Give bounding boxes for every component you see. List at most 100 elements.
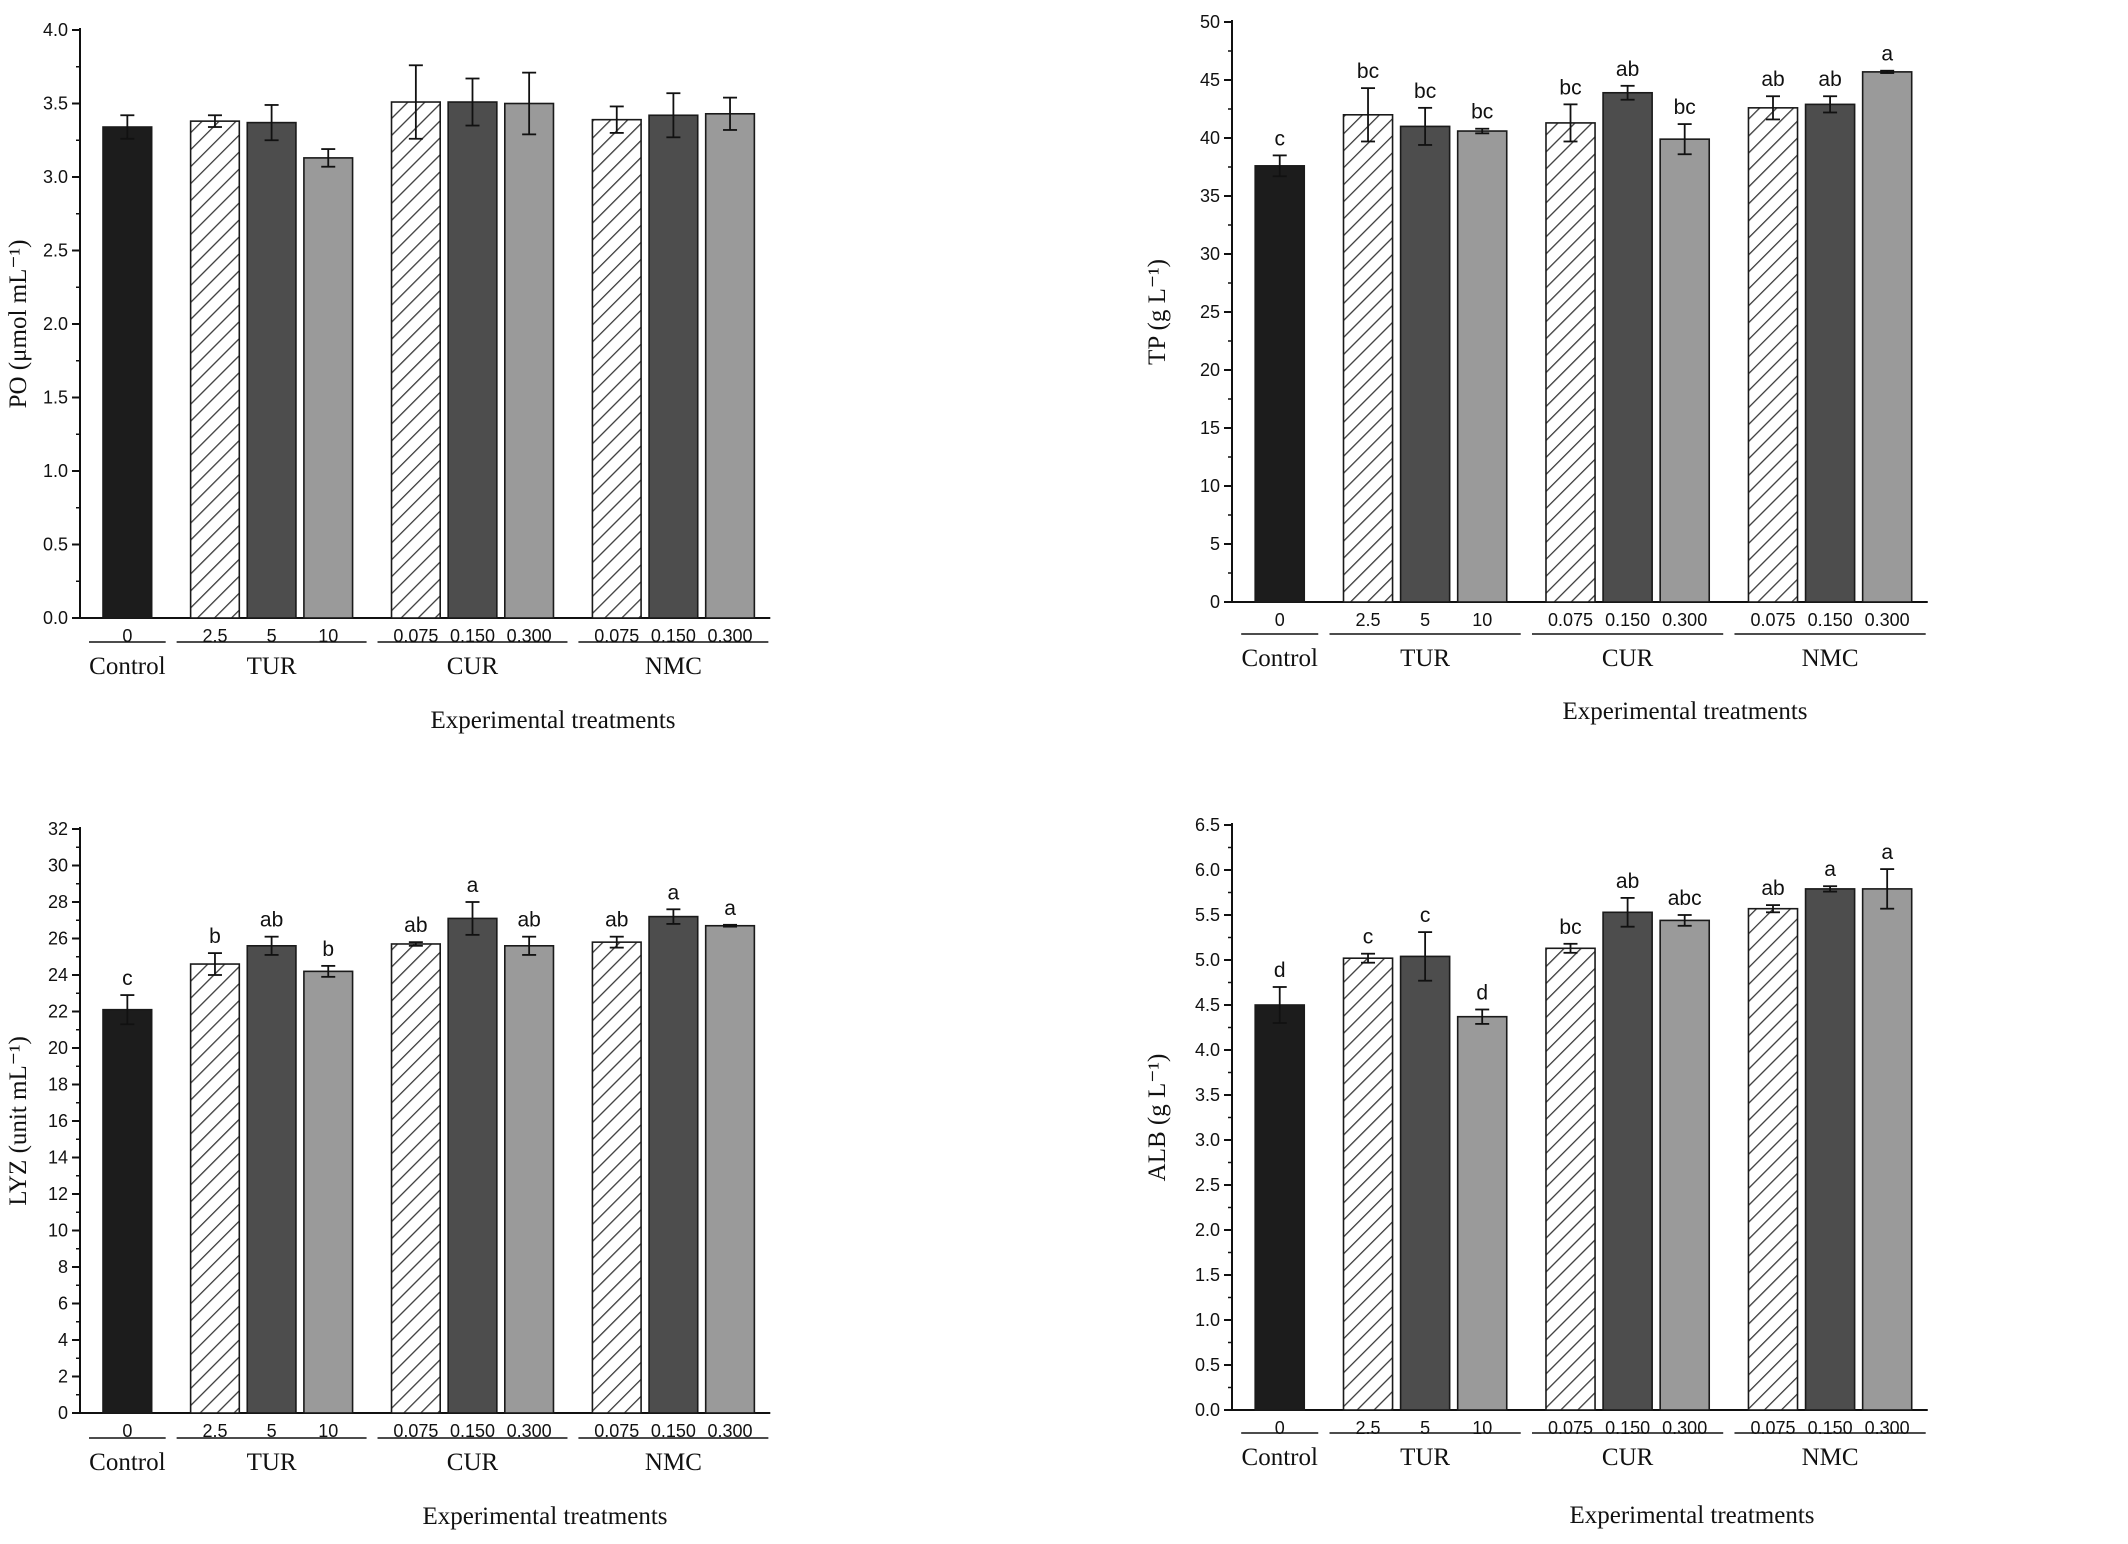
y-tick-label: 4.0	[1195, 1040, 1220, 1060]
group-label-cur: CUR	[447, 653, 499, 680]
x-tick-label: 0.300	[1662, 610, 1707, 630]
x-tick-label: 5	[267, 626, 277, 646]
group-label-cur: CUR	[447, 1449, 499, 1476]
group-label-nmc: NMC	[645, 653, 702, 680]
y-tick-label: 3.0	[43, 167, 68, 187]
bar-0_300	[503, 102, 555, 619]
significance-letter: ab	[260, 909, 283, 932]
bar-5	[246, 121, 297, 619]
group-label-control: Control	[1242, 645, 1318, 672]
bar-0	[102, 126, 153, 619]
y-tick-label: 40	[1200, 128, 1220, 148]
bar-0_150	[1602, 91, 1653, 603]
y-tick-label: 30	[48, 856, 68, 876]
y-tick-label: 5	[1210, 534, 1220, 554]
y-tick-label: 25	[1200, 302, 1220, 322]
significance-letter: a	[668, 881, 680, 904]
group-label-cur: CUR	[1602, 1444, 1654, 1471]
alb-chart-panel: 0.0 0.5 1.0 1.5 2.0 2.5 3.0 3.5 4.0 4.5 5.0 5.5 6.0 6…	[1144, 815, 1928, 1529]
bar-0_075	[1545, 947, 1596, 1411]
significance-letter: ab	[1616, 870, 1639, 893]
bar-0_075	[390, 943, 441, 1414]
group-label-nmc: NMC	[1802, 645, 1859, 672]
significance-letter: d	[1274, 959, 1286, 982]
bar-0	[1254, 1004, 1306, 1411]
group-label-control: Control	[89, 653, 165, 680]
bar-0_150	[1804, 888, 1856, 1411]
significance-letter: abc	[1668, 887, 1702, 910]
bar-0_075	[1747, 107, 1799, 603]
significance-letter: ab	[1616, 58, 1639, 81]
x-tick-label: 0.075	[1548, 610, 1593, 630]
x-tick-label: 0.150	[450, 626, 495, 646]
x-tick-label: 0.300	[1865, 1418, 1910, 1438]
x-tick-label: 5	[1420, 610, 1430, 630]
x-tick-label: 0.075	[393, 626, 438, 646]
significance-letter: c	[122, 967, 133, 990]
x-tick-label: 0.150	[450, 1421, 495, 1441]
significance-letter: c	[1420, 904, 1431, 927]
x-tick-label: 0	[122, 626, 132, 646]
y-tick-label: 1.0	[1195, 1310, 1220, 1330]
x-tick-label: 0.075	[1750, 1418, 1795, 1438]
bar-5	[1399, 955, 1451, 1411]
y-tick-label: 2.5	[1195, 1175, 1220, 1195]
bar-2_5	[1342, 957, 1394, 1411]
y-tick-label: 1.0	[43, 461, 68, 481]
bar-0_150	[447, 917, 498, 1414]
x-tick-label: 10	[1472, 1418, 1492, 1438]
y-tick-label: 3.0	[1195, 1130, 1220, 1150]
x-tick-label: 0.150	[1605, 1418, 1650, 1438]
y-tick-label: 10	[1200, 476, 1220, 496]
y-tick-label: 26	[48, 929, 68, 949]
y-tick-label: 0.5	[1195, 1355, 1220, 1375]
lyz-chart-panel: 02468101214161820222426283032c0b2.5ab5b1…	[5, 819, 771, 1530]
y-tick-label: 0	[1210, 592, 1220, 612]
y-tick-label: 14	[48, 1148, 68, 1168]
y-tick-label: 30	[1200, 244, 1220, 264]
x-tick-label: 0	[122, 1421, 132, 1441]
po-chart-panel: 0.0 0.5 1.0 1.5 2.0 2.5 3.0 3.5 4.0 0 2.5 5 10 0.075 0…	[5, 20, 771, 734]
x-tick-label: 5	[1420, 1418, 1430, 1438]
tp-chart-panel: 0 5 10 15 20 25 30 35 40 45 50 c 0 bc 2.5 bc 5 bc 10 bc 0.07…	[1144, 12, 1928, 725]
bar-0_300	[1659, 919, 1711, 1411]
x-tick-label: 5	[267, 1421, 277, 1441]
y-tick-label: 0.0	[1195, 1400, 1220, 1420]
y-tick-label: 18	[48, 1075, 68, 1095]
group-label-tur: TUR	[247, 1449, 297, 1476]
bar-0_075	[591, 941, 642, 1414]
significance-letter: ab	[404, 914, 427, 937]
significance-letter: a	[1824, 858, 1836, 881]
y-tick-label: 4	[58, 1330, 68, 1350]
significance-letter: bc	[1414, 80, 1436, 103]
x-tick-label: 0.150	[651, 1421, 696, 1441]
y-tick-label: 6.0	[1195, 860, 1220, 880]
y-tick-label: 2.0	[43, 314, 68, 334]
bar-10	[1456, 130, 1508, 603]
bar-0_075	[1545, 122, 1596, 603]
y-tick-label: 0.0	[43, 608, 68, 628]
bar-2_5	[189, 963, 241, 1414]
significance-letter: ab	[517, 909, 540, 932]
bar-0	[1254, 165, 1306, 603]
significance-letter: a	[724, 897, 736, 920]
group-label-tur: TUR	[1400, 1444, 1450, 1471]
y-tick-label: 22	[48, 1002, 68, 1022]
group-label-tur: TUR	[247, 653, 297, 680]
y-tick-label: 24	[48, 965, 68, 985]
x-tick-label: 0.150	[651, 626, 696, 646]
x-tick-label: 10	[318, 626, 338, 646]
x-tick-label: 2.5	[1356, 1418, 1381, 1438]
significance-letter: bc	[1559, 76, 1581, 99]
x-tick-label: 10	[318, 1421, 338, 1441]
bar-0_300	[704, 112, 756, 619]
x-tick-label: 0.075	[393, 1421, 438, 1441]
y-axis-title: ALB (g L⁻¹)	[1144, 1054, 1171, 1182]
bar-0_150	[648, 114, 699, 619]
y-tick-label: 6.5	[1195, 815, 1220, 835]
bar-0_300	[1861, 888, 1913, 1411]
y-tick-label: 20	[1200, 360, 1220, 380]
significance-letter: a	[1881, 841, 1893, 864]
y-tick-label: 35	[1200, 186, 1220, 206]
x-axis-title: Experimental treatments	[1569, 1502, 1814, 1529]
